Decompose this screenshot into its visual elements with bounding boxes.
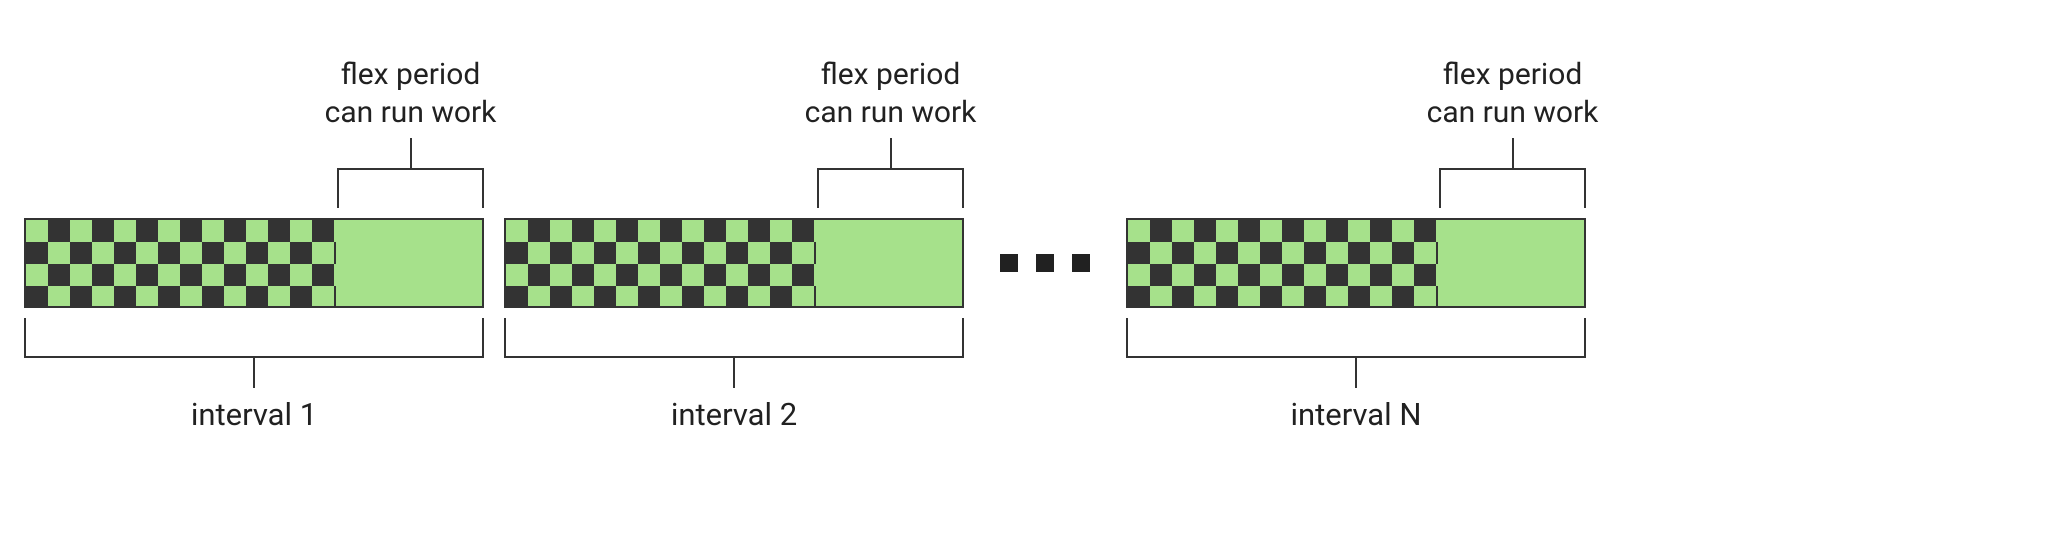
flex-region [336,220,482,306]
interval-label: interval 1 [104,396,404,433]
interval-bracket [1126,318,1586,358]
checker-region [1128,220,1438,306]
interval-label: interval 2 [584,396,884,433]
interval-box [1126,218,1586,308]
interval-label: interval N [1206,396,1506,433]
interval-bracket-stem [733,358,735,388]
flex-period-label-line2: can run work [261,94,561,132]
flex-region [1438,220,1584,306]
interval-bracket-stem [1355,358,1357,388]
flex-bracket-stem [410,138,412,168]
checker-region [26,220,336,306]
flex-period-label-line1: flex period [1363,56,1663,94]
interval-box [504,218,964,308]
flex-bracket [1439,168,1586,208]
ellipsis-icon [1000,254,1090,272]
flex-period-label: flex periodcan run work [261,56,561,131]
interval-bracket [504,318,964,358]
periodic-work-flex-diagram: flex periodcan run workinterval 1flex pe… [0,0,2070,552]
flex-period-label-line2: can run work [1363,94,1663,132]
flex-period-label: flex periodcan run work [741,56,1041,131]
flex-period-label-line2: can run work [741,94,1041,132]
interval-bracket-stem [253,358,255,388]
interval-bracket [24,318,484,358]
ellipsis-dot [1072,254,1090,272]
interval-box [24,218,484,308]
ellipsis-dot [1000,254,1018,272]
flex-period-label: flex periodcan run work [1363,56,1663,131]
flex-bracket [337,168,484,208]
flex-period-label-line1: flex period [261,56,561,94]
flex-bracket-stem [1512,138,1514,168]
flex-period-label-line1: flex period [741,56,1041,94]
flex-bracket-stem [890,138,892,168]
checker-region [506,220,816,306]
ellipsis-dot [1036,254,1054,272]
flex-region [816,220,962,306]
flex-bracket [817,168,964,208]
